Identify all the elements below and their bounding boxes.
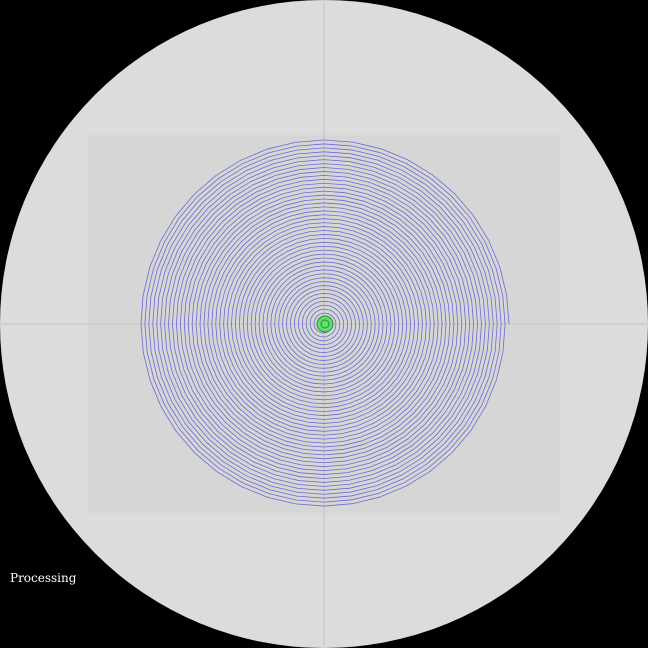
center-marker-ring [320, 319, 330, 329]
center-marker [316, 315, 334, 333]
status-label: Processing [10, 571, 77, 585]
spiral-pattern [140, 139, 510, 507]
